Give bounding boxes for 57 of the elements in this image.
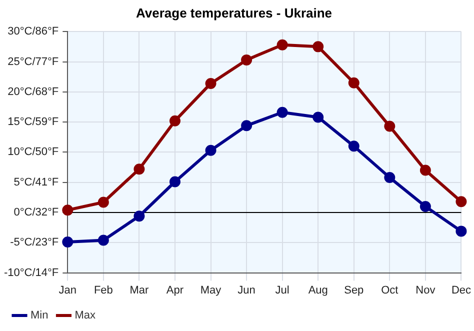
point: [169, 176, 180, 188]
x-tick-label: Feb: [94, 284, 113, 296]
x-tick-label: Nov: [416, 284, 436, 296]
point: [384, 120, 396, 132]
legend-label: Max: [74, 310, 96, 322]
point: [276, 106, 288, 118]
y2-tick-label: 41°F: [35, 176, 59, 188]
x-tick-label: Dec: [451, 284, 472, 296]
point: [241, 54, 252, 66]
x-tick-label: Aug: [308, 284, 328, 296]
point: [456, 226, 467, 237]
y2-tick-label: 77°F: [35, 56, 59, 68]
point: [348, 77, 360, 88]
point: [62, 236, 74, 248]
y-tick-label: 15°C/: [8, 116, 36, 128]
y-tick-label: -10°C/: [4, 266, 36, 279]
point: [420, 164, 431, 176]
point: [62, 204, 74, 216]
point: [169, 115, 180, 126]
point: [276, 39, 288, 50]
y2-tick-label: 68°F: [35, 86, 59, 98]
x-tick-label: Jan: [58, 284, 77, 296]
y-tick-label: 5°C/: [14, 176, 36, 188]
point: [348, 140, 360, 152]
point: [205, 78, 216, 89]
point: [241, 120, 252, 132]
point: [98, 234, 109, 246]
y-tick-label: 20°C/: [8, 86, 36, 98]
x-tick-label: Jun: [238, 284, 256, 296]
point: [420, 200, 431, 212]
y2-tick-label: 23°F: [35, 236, 59, 249]
x-tick-label: Apr: [166, 284, 184, 296]
x-tick-label: May: [200, 284, 222, 296]
y2-tick-label: 32°F: [35, 206, 59, 219]
point: [98, 196, 109, 208]
point: [456, 196, 467, 208]
y-tick-label: 30°C/: [8, 26, 36, 38]
point: [205, 144, 216, 156]
legend-label: Min: [30, 310, 48, 322]
y-tick-label: -5°C/: [10, 236, 36, 249]
point: [312, 112, 324, 123]
x-tick-label: Oct: [381, 284, 398, 296]
y2-tick-label: 50°F: [35, 146, 59, 158]
y-tick-label: 25°C/: [8, 56, 36, 68]
point: [134, 210, 145, 222]
y2-tick-label: 14°F: [35, 266, 59, 279]
point: [134, 164, 145, 175]
chart-title: Average temperatures - Ukraine: [136, 5, 332, 20]
y-tick-label: 10°C/: [8, 146, 36, 158]
point: [384, 172, 396, 184]
point: [312, 41, 324, 52]
y2-tick-label: 59°F: [35, 116, 59, 128]
x-tick-label: Sep: [344, 284, 364, 296]
y2-tick-label: 86°F: [35, 26, 59, 38]
x-tick-label: Mar: [130, 284, 150, 296]
x-tick-label: Jul: [275, 284, 290, 296]
y-tick-label: 0°C/: [14, 206, 36, 219]
